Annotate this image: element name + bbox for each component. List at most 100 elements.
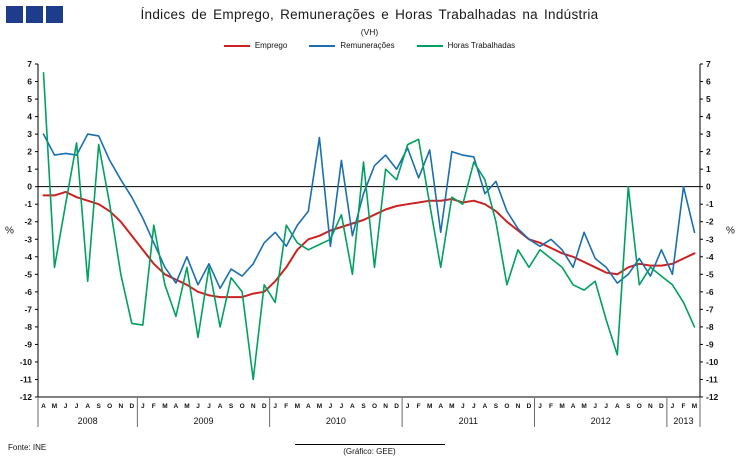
svg-text:-6: -6: [24, 287, 32, 297]
svg-text:O: O: [372, 403, 377, 410]
svg-text:-7: -7: [706, 304, 714, 314]
svg-text:M: M: [162, 403, 167, 410]
svg-text:4: 4: [27, 112, 32, 122]
svg-text:6: 6: [706, 77, 711, 87]
svg-text:-8: -8: [24, 322, 32, 332]
svg-text:D: D: [129, 403, 134, 410]
series-line-horas-trabalhadas: [42, 72, 696, 381]
svg-text:3: 3: [706, 129, 711, 139]
svg-text:M: M: [449, 403, 454, 410]
legend-label-remuneracoes: Remunerações: [340, 41, 395, 50]
svg-text:-2: -2: [24, 217, 32, 227]
chart-subtitle: (VH): [360, 27, 379, 37]
svg-text:M: M: [295, 403, 300, 410]
svg-text:-1: -1: [706, 199, 714, 209]
svg-text:N: N: [516, 403, 521, 410]
logo: [6, 6, 63, 23]
svg-text:3: 3: [27, 129, 32, 139]
source-note: Fonte: INE: [8, 443, 47, 452]
logo-square: [6, 6, 23, 23]
svg-text:6: 6: [27, 77, 32, 87]
svg-text:2: 2: [27, 147, 32, 157]
credit-note-wrap: (Gráfico: GEE): [0, 444, 739, 456]
svg-text:A: A: [350, 403, 355, 410]
svg-text:7: 7: [706, 59, 711, 69]
svg-text:A: A: [306, 403, 311, 410]
legend-item-remuneracoes: Remunerações: [309, 41, 395, 50]
svg-text:5: 5: [27, 94, 32, 104]
svg-text:J: J: [196, 403, 200, 410]
svg-text:N: N: [118, 403, 123, 410]
svg-text:S: S: [494, 403, 499, 410]
legend-item-horas: Horas Trabalhadas: [416, 41, 516, 50]
svg-text:D: D: [659, 403, 664, 410]
svg-text:J: J: [207, 403, 211, 410]
svg-text:D: D: [262, 403, 267, 410]
svg-text:J: J: [340, 403, 344, 410]
svg-text:O: O: [240, 403, 245, 410]
svg-text:D: D: [527, 403, 532, 410]
svg-text:J: J: [538, 403, 542, 410]
svg-text:1: 1: [27, 164, 32, 174]
svg-text:N: N: [383, 403, 388, 410]
svg-text:-5: -5: [706, 269, 714, 279]
svg-text:M: M: [692, 403, 697, 410]
chart-legend: Emprego Remunerações Horas Trabalhadas: [0, 41, 739, 50]
svg-text:F: F: [152, 403, 156, 410]
svg-text:F: F: [417, 403, 421, 410]
svg-text:-5: -5: [24, 269, 32, 279]
svg-text:A: A: [615, 403, 620, 410]
svg-text:S: S: [361, 403, 366, 410]
svg-text:%: %: [5, 226, 14, 237]
svg-text:J: J: [472, 403, 476, 410]
svg-text:-11: -11: [20, 374, 32, 384]
svg-text:N: N: [648, 403, 653, 410]
svg-text:J: J: [593, 403, 597, 410]
svg-text:0: 0: [706, 182, 711, 192]
svg-text:A: A: [174, 403, 179, 410]
svg-text:2012: 2012: [591, 416, 611, 426]
svg-text:-12: -12: [20, 392, 33, 402]
svg-text:J: J: [273, 403, 277, 410]
svg-text:-9: -9: [706, 339, 714, 349]
svg-text:-10: -10: [706, 357, 719, 367]
svg-text:4: 4: [706, 112, 711, 122]
svg-text:F: F: [549, 403, 553, 410]
legend-item-emprego: Emprego: [223, 41, 288, 50]
svg-text:2009: 2009: [193, 416, 213, 426]
svg-text:-1: -1: [24, 199, 32, 209]
credit-note: (Gráfico: GEE): [343, 447, 396, 456]
svg-text:M: M: [317, 403, 322, 410]
svg-text:-4: -4: [706, 252, 714, 262]
svg-text:-3: -3: [24, 234, 32, 244]
svg-text:N: N: [251, 403, 256, 410]
legend-label-horas: Horas Trabalhadas: [447, 41, 516, 50]
svg-text:J: J: [406, 403, 410, 410]
svg-text:J: J: [64, 403, 68, 410]
svg-text:-8: -8: [706, 322, 714, 332]
legend-line-remuneracoes: [309, 44, 336, 47]
legend-line-horas: [416, 44, 443, 47]
svg-text:J: J: [604, 403, 608, 410]
svg-text:J: J: [671, 403, 675, 410]
svg-text:-3: -3: [706, 234, 714, 244]
svg-text:-7: -7: [24, 304, 32, 314]
svg-text:5: 5: [706, 94, 711, 104]
svg-text:J: J: [141, 403, 145, 410]
legend-line-emprego: [223, 44, 250, 47]
svg-text:2011: 2011: [459, 416, 478, 426]
svg-text:2013: 2013: [673, 416, 693, 426]
svg-text:O: O: [637, 403, 642, 410]
chart-title: Índices de Emprego, Remunerações e Horas…: [140, 7, 599, 22]
svg-text:2: 2: [706, 147, 711, 157]
credit-divider: [294, 444, 445, 445]
legend-label-emprego: Emprego: [254, 41, 288, 50]
svg-text:F: F: [284, 403, 288, 410]
svg-text:A: A: [41, 403, 46, 410]
svg-text:M: M: [581, 403, 586, 410]
svg-text:%: %: [726, 226, 735, 237]
svg-text:F: F: [682, 403, 686, 410]
svg-text:A: A: [438, 403, 443, 410]
svg-text:-2: -2: [706, 217, 714, 227]
